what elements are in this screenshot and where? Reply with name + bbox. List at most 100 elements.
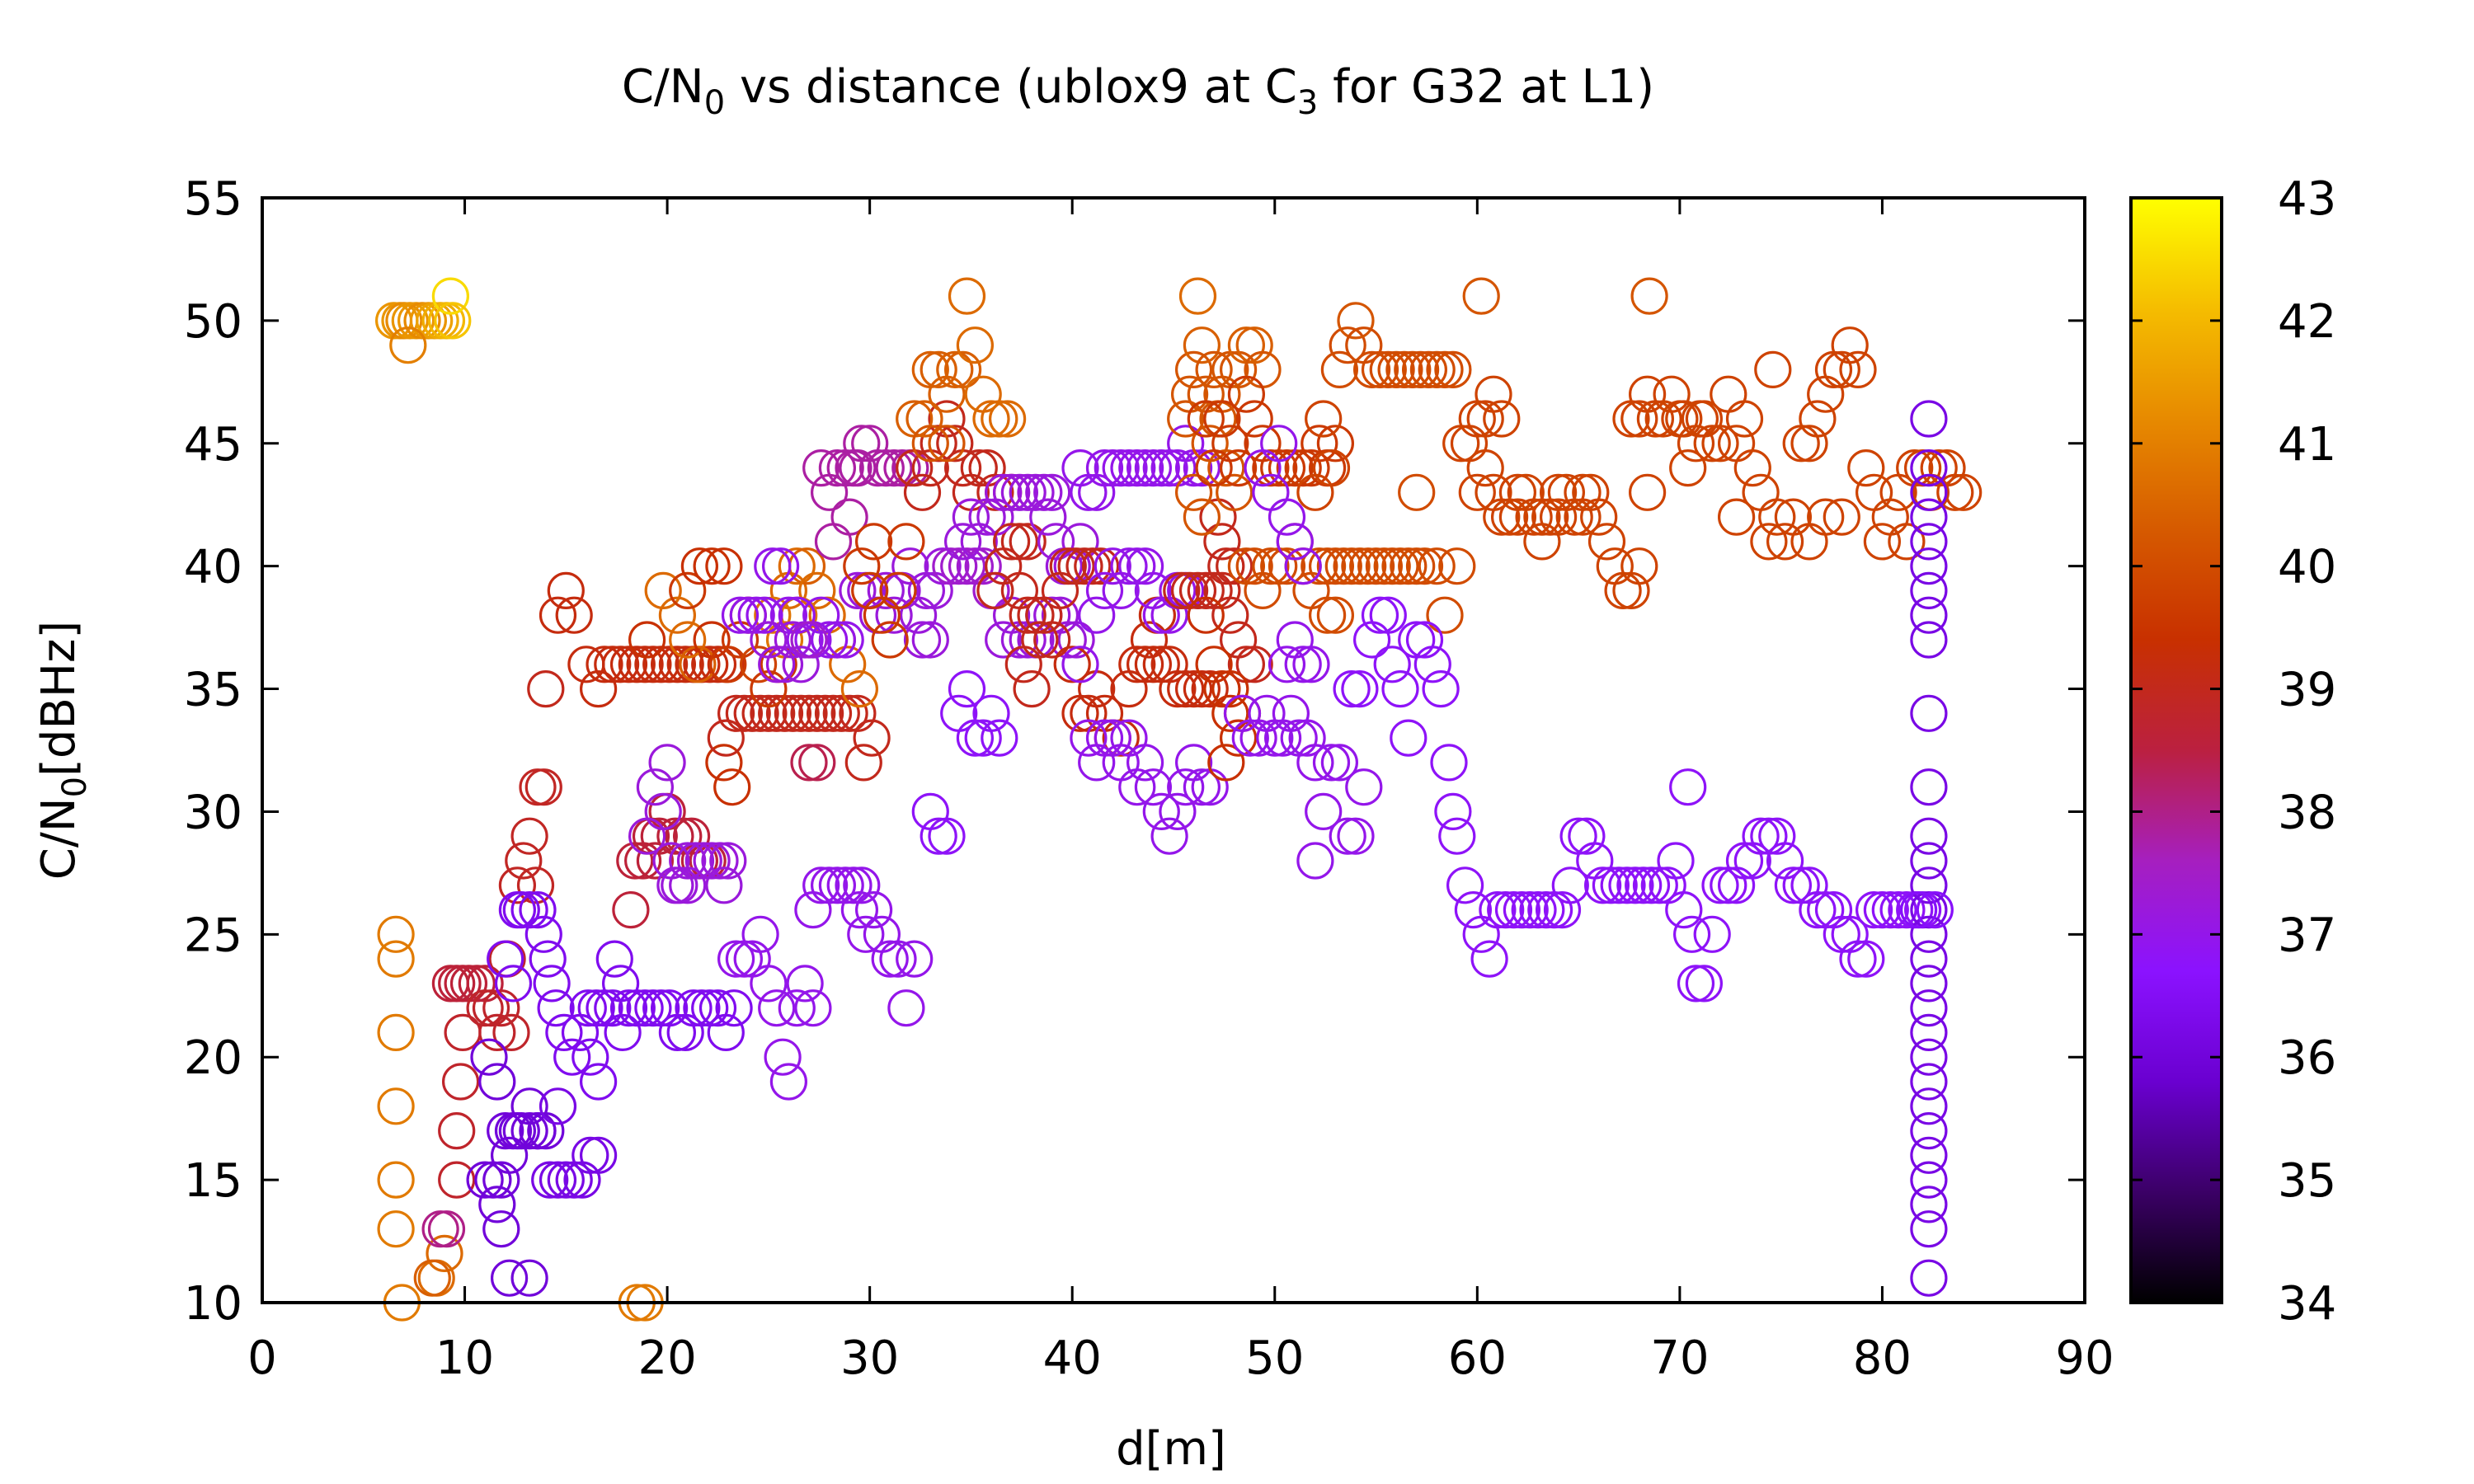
data-point: [707, 1013, 745, 1052]
data-point: [1377, 350, 1415, 388]
data-point: [1211, 596, 1249, 634]
data-point: [1475, 375, 1512, 413]
data-point: [1669, 768, 1707, 806]
data-point: [1178, 571, 1217, 610]
data-point: [1373, 547, 1411, 585]
data-point: [1583, 866, 1622, 904]
data-point: [1434, 792, 1472, 831]
data-point: [1910, 965, 1948, 1003]
data-point: [470, 1038, 508, 1076]
data-point: [1167, 768, 1205, 806]
data-point: [1341, 669, 1379, 708]
data-point: [879, 940, 917, 978]
data-point: [427, 1210, 466, 1248]
data-point: [798, 744, 836, 782]
data-point: [790, 694, 828, 732]
data-point: [1142, 792, 1180, 831]
data-point: [1118, 768, 1156, 806]
data-point: [1126, 547, 1164, 585]
data-point: [1398, 547, 1436, 585]
x-tick-label: 0: [247, 1331, 277, 1385]
data-point: [519, 890, 557, 929]
data-point: [1235, 326, 1273, 364]
data-point: [1413, 646, 1451, 683]
data-point: [626, 646, 664, 683]
data-point: [438, 1111, 476, 1150]
data-point: [1284, 547, 1322, 585]
data-point: [1085, 448, 1124, 487]
data-point: [1511, 890, 1549, 929]
data-point: [822, 694, 860, 732]
data-point: [976, 571, 1014, 610]
data-point: [1458, 473, 1496, 511]
data-point: [1910, 596, 1948, 634]
data-point: [782, 694, 820, 732]
data-point: [1219, 719, 1258, 757]
data-point: [1839, 940, 1877, 978]
data-point: [1856, 890, 1893, 929]
data-point: [684, 842, 722, 880]
data-point: [1159, 792, 1197, 831]
data-point: [1341, 547, 1379, 585]
data-point: [505, 842, 543, 880]
data-point: [389, 326, 427, 364]
data-point: [377, 915, 415, 953]
data-point: [1174, 350, 1213, 388]
data-point: [1910, 768, 1948, 806]
data-point: [579, 1063, 618, 1101]
data-point: [806, 694, 844, 732]
data-point: [683, 989, 721, 1027]
data-point: [1134, 646, 1173, 683]
colorbar-tick-label: 38: [2278, 786, 2336, 839]
data-point: [666, 646, 704, 683]
data-point: [527, 669, 565, 708]
data-point: [1235, 547, 1273, 585]
data-point: [920, 350, 957, 388]
data-point: [458, 965, 496, 1003]
data-point: [377, 1161, 415, 1199]
data-point: [1183, 498, 1221, 536]
data-point: [709, 646, 747, 683]
data-point: [1385, 350, 1423, 388]
data-point: [1118, 646, 1156, 683]
data-point: [903, 621, 942, 659]
data-point: [1337, 302, 1375, 340]
y-tick-label: 40: [184, 541, 242, 594]
data-point: [1312, 448, 1351, 487]
data-point: [1847, 448, 1885, 487]
data-point: [981, 400, 1018, 438]
data-point: [650, 646, 689, 683]
data-point: [943, 350, 982, 388]
data-point: [1276, 523, 1314, 561]
colorbar: [2131, 198, 2222, 1303]
data-point: [1300, 425, 1338, 463]
data-point: [1551, 866, 1589, 904]
data-point: [887, 523, 925, 561]
data-point: [750, 965, 788, 1003]
data-point: [628, 621, 666, 659]
data-point: [843, 547, 881, 585]
data-point: [1061, 646, 1099, 683]
data-point: [1094, 448, 1131, 487]
data-point: [579, 1136, 618, 1174]
data-point: [1543, 890, 1582, 929]
data-point: [887, 989, 925, 1027]
data-point: [1305, 792, 1343, 831]
data-point: [1235, 646, 1273, 683]
data-point: [1681, 400, 1719, 438]
data-point: [1515, 498, 1553, 536]
data-point: [810, 621, 849, 659]
data-point: [943, 523, 982, 561]
data-point: [1320, 350, 1359, 388]
data-point: [745, 596, 783, 634]
data-point: [612, 890, 650, 929]
data-point: [786, 965, 824, 1003]
data-point: [1523, 498, 1561, 536]
data-point: [487, 1111, 524, 1150]
data-point: [498, 866, 537, 904]
data-point: [658, 646, 697, 683]
data-point: [1910, 621, 1948, 659]
data-point: [729, 596, 767, 634]
data-point: [1910, 1111, 1948, 1150]
data-point: [814, 694, 853, 732]
